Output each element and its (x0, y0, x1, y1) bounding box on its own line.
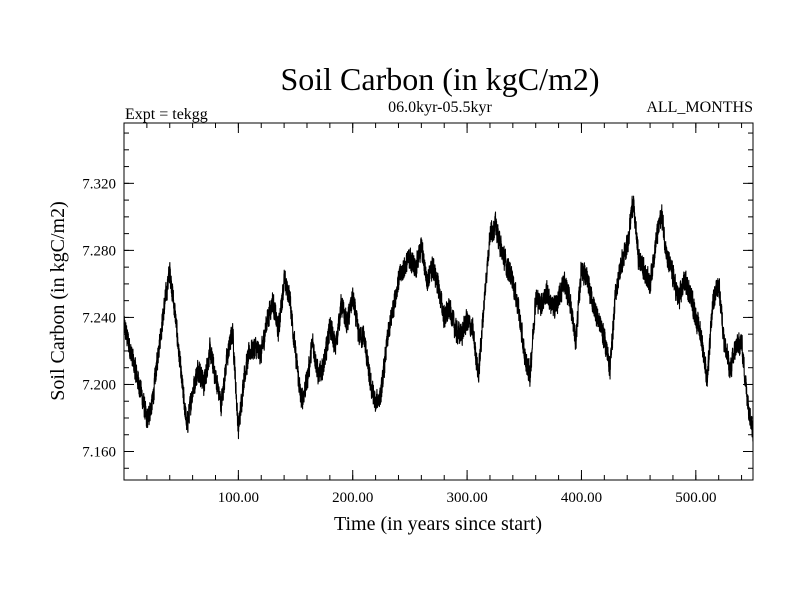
time-range-label: 06.0kyr-05.5kyr (388, 99, 492, 116)
x-tick-label: 100.00 (218, 490, 259, 506)
plot-frame (123, 122, 754, 481)
plot-area: 100.00 200.00 300.00 400.00 500.00 7.160 7.20… (82, 122, 754, 506)
x-axis-ticks: 100.00 200.00 300.00 400.00 500.00 (146, 123, 743, 506)
y-axis-label: Soil Carbon (in kgC/m2) (47, 201, 69, 400)
experiment-label: Expt = tekgg (125, 106, 208, 123)
y-tick-label: 7.240 (82, 310, 116, 326)
y-tick-label: 7.160 (82, 445, 116, 461)
x-tick-label: 500.00 (675, 490, 716, 506)
data-line-soil-carbon (123, 195, 754, 442)
x-tick-label: 300.00 (446, 490, 487, 506)
y-tick-label: 7.320 (82, 176, 116, 192)
months-label: ALL_MONTHS (646, 99, 753, 116)
x-tick-label: 200.00 (332, 490, 373, 506)
y-tick-label: 7.280 (82, 243, 116, 259)
y-tick-label: 7.200 (82, 377, 116, 393)
chart-title: Soil Carbon (in kgC/m2) (280, 61, 599, 97)
y-axis-ticks: 7.160 7.200 7.240 7.280 7.320 (82, 132, 753, 469)
x-tick-label: 400.00 (561, 490, 602, 506)
x-axis-label: Time (in years since start) (334, 513, 542, 535)
